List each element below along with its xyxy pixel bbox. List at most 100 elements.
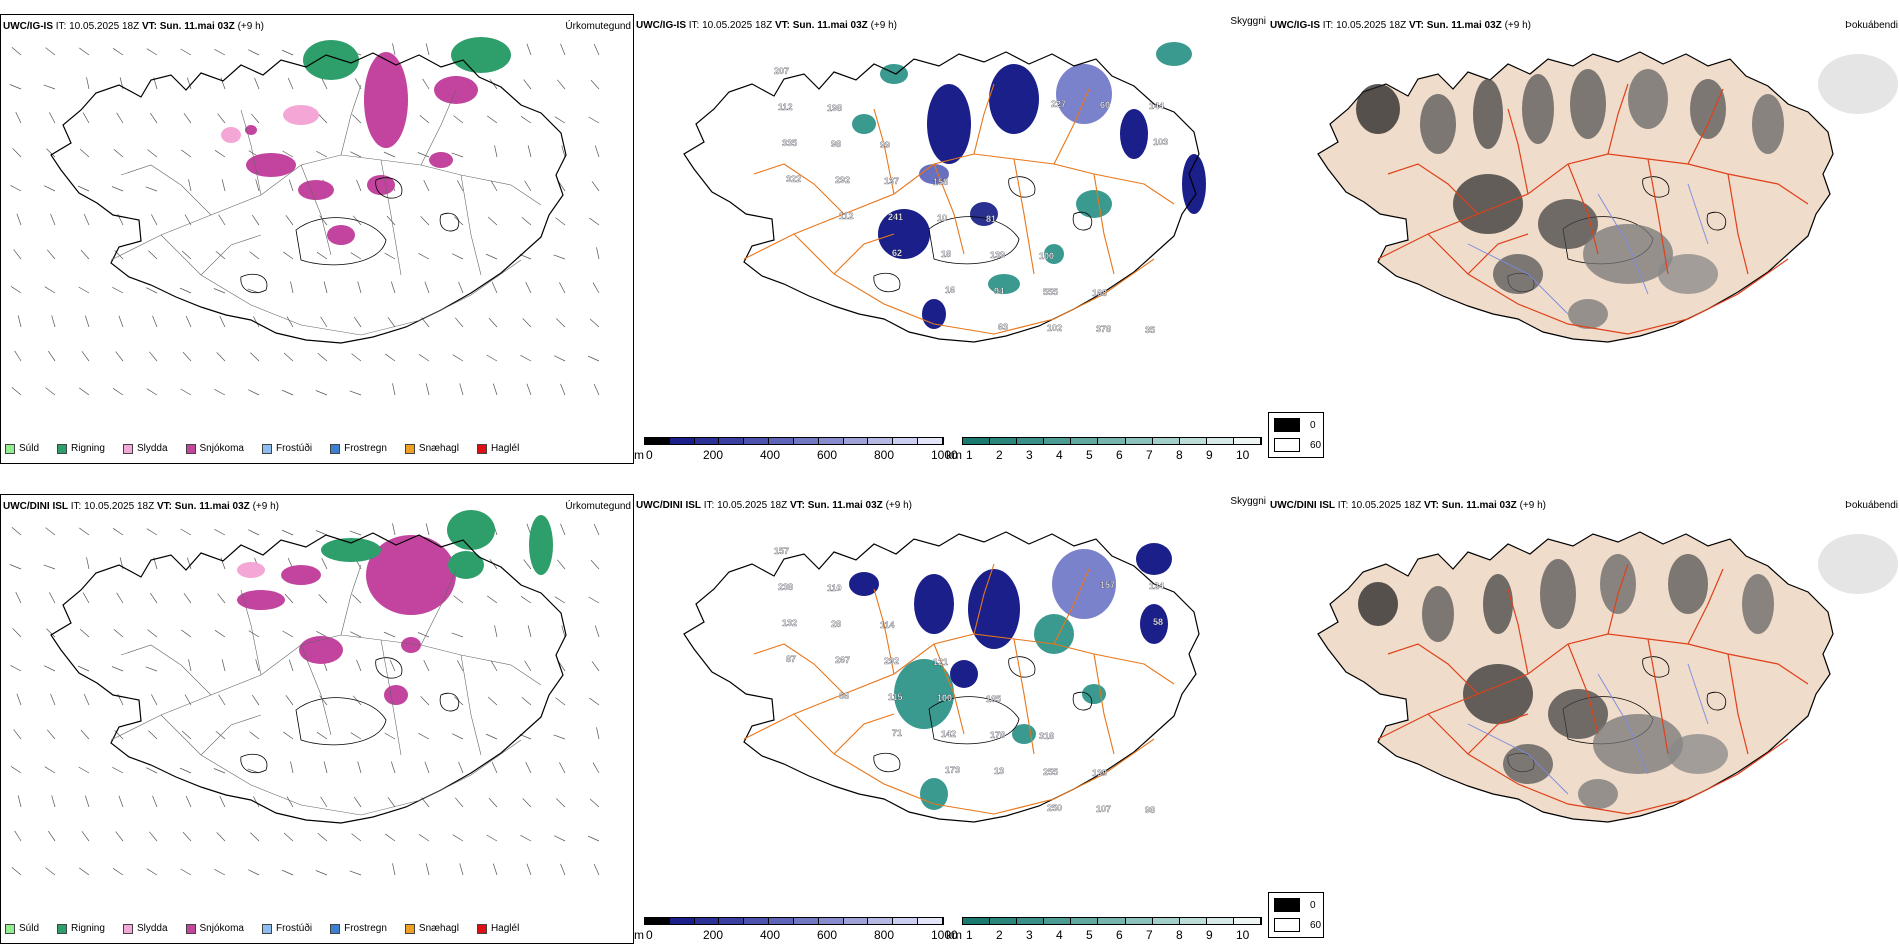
- wind-barb: [148, 730, 158, 740]
- wind-barb: [521, 697, 532, 706]
- cloud-map: [1317, 531, 1898, 823]
- road-line: [833, 233, 895, 275]
- wind-barb: [316, 151, 328, 158]
- visibility-value-label: 555: [1043, 287, 1058, 297]
- road-line: [300, 164, 332, 256]
- colorbar-m-tick-label: 0: [646, 928, 653, 942]
- road-line: [420, 569, 457, 646]
- colorbar-km-segment: [1125, 438, 1153, 444]
- it-value: 10.05.2025 18Z: [84, 501, 155, 512]
- road-line: [1013, 638, 1035, 755]
- colorbar-m-segment: [793, 918, 819, 924]
- wind-barb: [10, 665, 22, 672]
- wind-barb: [10, 285, 22, 294]
- glacier-outline: [928, 696, 1020, 745]
- wind-barb: [145, 666, 158, 672]
- wind-barb: [315, 870, 328, 876]
- road-line: [1093, 653, 1115, 755]
- visibility-value-label: 157: [1100, 580, 1115, 590]
- precip-legend-label: Frostúði: [275, 443, 313, 454]
- wind-barb: [218, 694, 226, 706]
- road-line: [1053, 88, 1090, 165]
- wind-barb: [51, 795, 56, 808]
- visibility-area: [1156, 42, 1192, 66]
- precip-legend-label: Súld: [19, 443, 40, 454]
- precip-legend-item: Haglél: [476, 923, 519, 934]
- wind-barb: [323, 761, 328, 774]
- glacier-outline: [295, 697, 387, 746]
- wind-barb: [112, 387, 124, 396]
- wind-barb: [43, 84, 56, 90]
- wind-barb: [384, 252, 396, 260]
- visibility-panel-top: UWC/IG-IS IT: 10.05.2025 18Z VT: Sun. 11…: [634, 14, 1268, 464]
- precip-legend-swatch: [122, 443, 133, 454]
- road-line: [1607, 563, 1629, 635]
- cloud-legend: 0 60: [1268, 892, 1324, 938]
- colorbar-km-tick-label: 2: [996, 448, 1003, 462]
- precip-map: [9, 510, 600, 876]
- wind-barb: [15, 112, 22, 124]
- cloud-legend-label-60: 60: [1310, 919, 1322, 931]
- precip-area: [303, 40, 359, 80]
- glacier-outline: [1072, 691, 1093, 711]
- wind-barb: [383, 151, 396, 158]
- wind-barb: [180, 388, 192, 396]
- visibility-value-label: 198: [827, 103, 842, 113]
- glacier-outline: [375, 177, 403, 199]
- precip-legend-item: Súld: [5, 443, 39, 454]
- road-line: [793, 713, 1155, 815]
- wind-barb: [188, 179, 192, 192]
- precip-area: [447, 510, 495, 550]
- visibility-value-label: 35: [1145, 325, 1155, 335]
- cloud-legend-label-60: 60: [1310, 439, 1322, 451]
- vt-label: VT:: [156, 501, 172, 512]
- precip-map: [9, 37, 600, 396]
- wind-barb: [321, 78, 328, 90]
- road-line: [1727, 653, 1749, 755]
- precip-legend-item: Rigning: [57, 443, 105, 454]
- visibility-value-label: 28: [831, 619, 841, 629]
- visibility-value-label: 292: [835, 175, 850, 185]
- wind-barb: [250, 832, 260, 842]
- colorbar-km-segment: [1017, 918, 1045, 924]
- fog-index-area: [1668, 734, 1728, 774]
- colorbar-km-tick-label: 5: [1086, 448, 1093, 462]
- colorbar-m-tick-label: 600: [817, 448, 838, 462]
- road-line: [1647, 638, 1669, 755]
- visibility-colorbar-km: km 1 2 3 4 5 6 7 8 9 10: [946, 437, 1266, 463]
- wind-barb: [213, 768, 226, 774]
- road-line: [933, 163, 965, 255]
- visibility-area: [894, 659, 954, 729]
- road-line: [110, 154, 542, 261]
- glacier-outline: [439, 692, 460, 712]
- visibility-value-label: 241: [888, 212, 903, 222]
- wind-barb: [560, 43, 566, 56]
- panel-title: UWC/DINI ISL IT: 10.05.2025 18Z VT: Sun.…: [3, 501, 279, 512]
- vt-label: VT:: [1423, 500, 1439, 511]
- road-line: [1567, 163, 1599, 255]
- wind-barb: [44, 766, 56, 774]
- colorbar-m-tick-label: 400: [760, 928, 781, 942]
- colorbar-km-segment: [1179, 438, 1207, 444]
- wind-barb: [357, 761, 362, 774]
- river-line: [1597, 673, 1649, 775]
- wind-barb: [214, 869, 226, 876]
- wind-barb: [49, 112, 56, 124]
- wind-barb: [485, 733, 498, 740]
- wind-barb: [45, 527, 56, 536]
- wind-barb: [420, 696, 430, 706]
- vt-value: Sun. 11.mai 03Z: [807, 500, 883, 511]
- fog-index-area: [1628, 69, 1668, 129]
- wind-barb: [594, 625, 600, 638]
- visibility-value-label: 62: [892, 248, 902, 258]
- wind-barb: [11, 47, 22, 56]
- wind-barb: [249, 731, 260, 740]
- road-line: [1387, 163, 1479, 215]
- visibility-value-label: 378: [1096, 324, 1111, 334]
- precip-legend-label: Snjókoma: [199, 443, 244, 454]
- wind-barb: [251, 214, 260, 226]
- wind-barb: [424, 281, 430, 294]
- wind-barb: [249, 251, 260, 260]
- fog-index-area: [1538, 199, 1598, 249]
- wind-barb: [182, 351, 192, 362]
